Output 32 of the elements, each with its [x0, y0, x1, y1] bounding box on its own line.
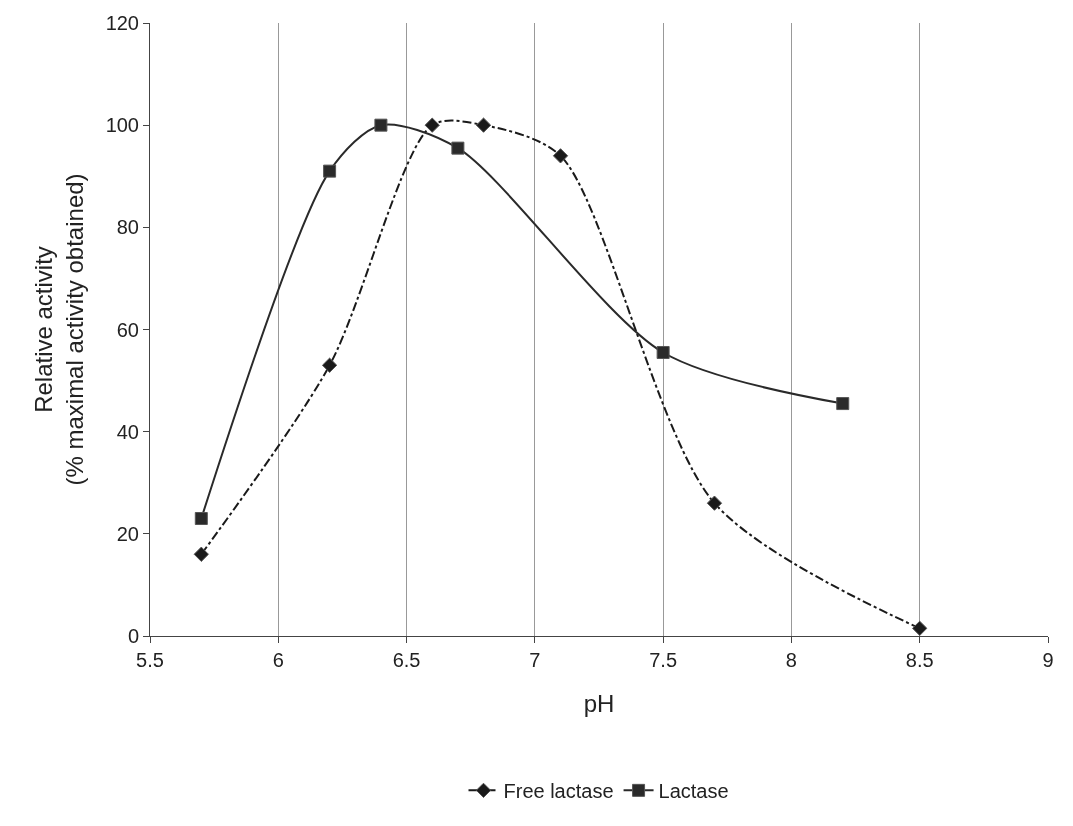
x-tick-label: 6.5 [392, 649, 421, 671]
point [193, 546, 209, 562]
x-tick-label: 8 [785, 649, 797, 671]
point [321, 357, 338, 373]
point [374, 118, 388, 132]
y-tick-label: 20 [116, 522, 139, 545]
y-tick-label: 60 [116, 318, 139, 341]
point [656, 345, 670, 359]
y-tick-label: 40 [116, 420, 139, 443]
point [706, 495, 723, 511]
point [194, 512, 208, 526]
point [836, 397, 850, 411]
x-tick-label: 9 [1042, 649, 1054, 671]
point [552, 148, 569, 164]
y-axis-title: Relative activity (% maximal activity obtained) [29, 173, 88, 486]
legend-label: Lactase [658, 780, 729, 803]
x-tick-label: 7 [529, 649, 541, 671]
legend-label: Free lactase [503, 780, 614, 803]
y-tick-label: 100 [105, 114, 139, 137]
point [912, 620, 928, 636]
x-tick-label: 5.5 [136, 649, 164, 671]
point [451, 141, 465, 155]
x-axis-title: pH [583, 690, 615, 718]
point [424, 117, 440, 133]
x-tick-label: 8.5 [905, 649, 934, 671]
x-tick-label: 6 [272, 649, 284, 671]
x-tick-label: 7.5 [649, 649, 678, 671]
point [323, 164, 337, 178]
y-tick-label: 0 [127, 625, 139, 647]
point [475, 117, 492, 133]
y-tick-label: 80 [116, 216, 139, 239]
y-tick-label: 120 [105, 12, 139, 34]
